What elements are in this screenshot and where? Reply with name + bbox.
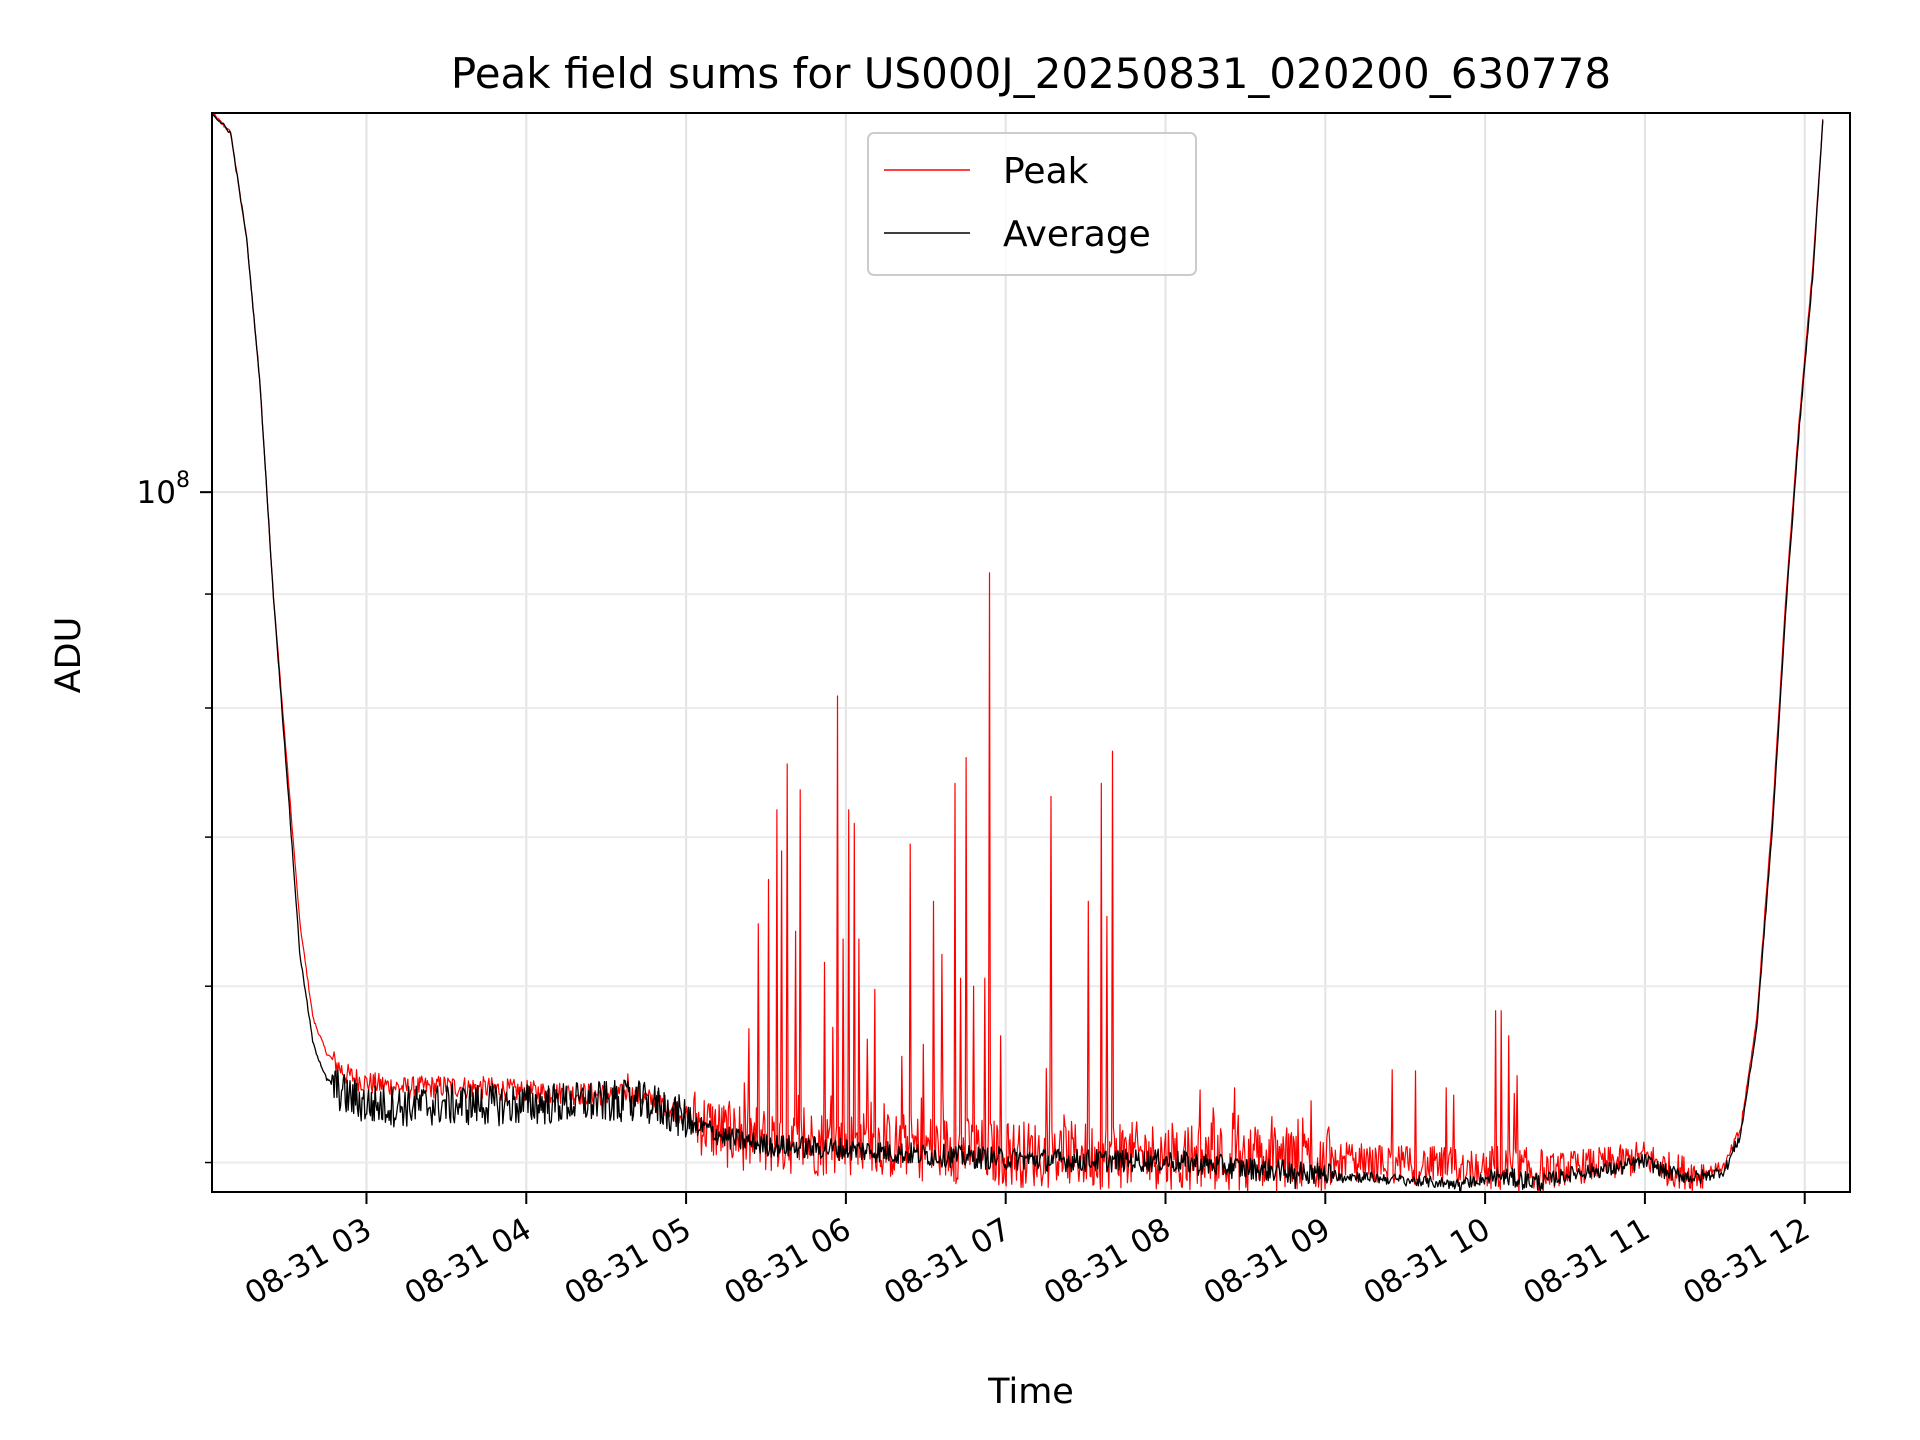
legend-label: Peak xyxy=(1003,151,1089,192)
chart-title: Peak field sums for US000J_20250831_0202… xyxy=(451,49,1611,98)
peak-series-line xyxy=(212,113,1824,1192)
y-tick-exponent: 8 xyxy=(176,468,190,493)
y-axis-label: ADU xyxy=(49,617,89,694)
y-tick-base: 10 xyxy=(137,475,176,511)
grid xyxy=(212,113,1850,1192)
x-axis-label: Time xyxy=(987,1372,1074,1412)
plot-series xyxy=(212,113,1824,1192)
legend: Peak Average xyxy=(867,132,1197,276)
legend-label: Average xyxy=(1003,214,1151,255)
y-tick-label: 108 xyxy=(137,468,190,511)
average-series-line xyxy=(212,113,1824,1192)
plot-frame xyxy=(211,112,1851,1193)
legend-box xyxy=(867,132,1197,276)
